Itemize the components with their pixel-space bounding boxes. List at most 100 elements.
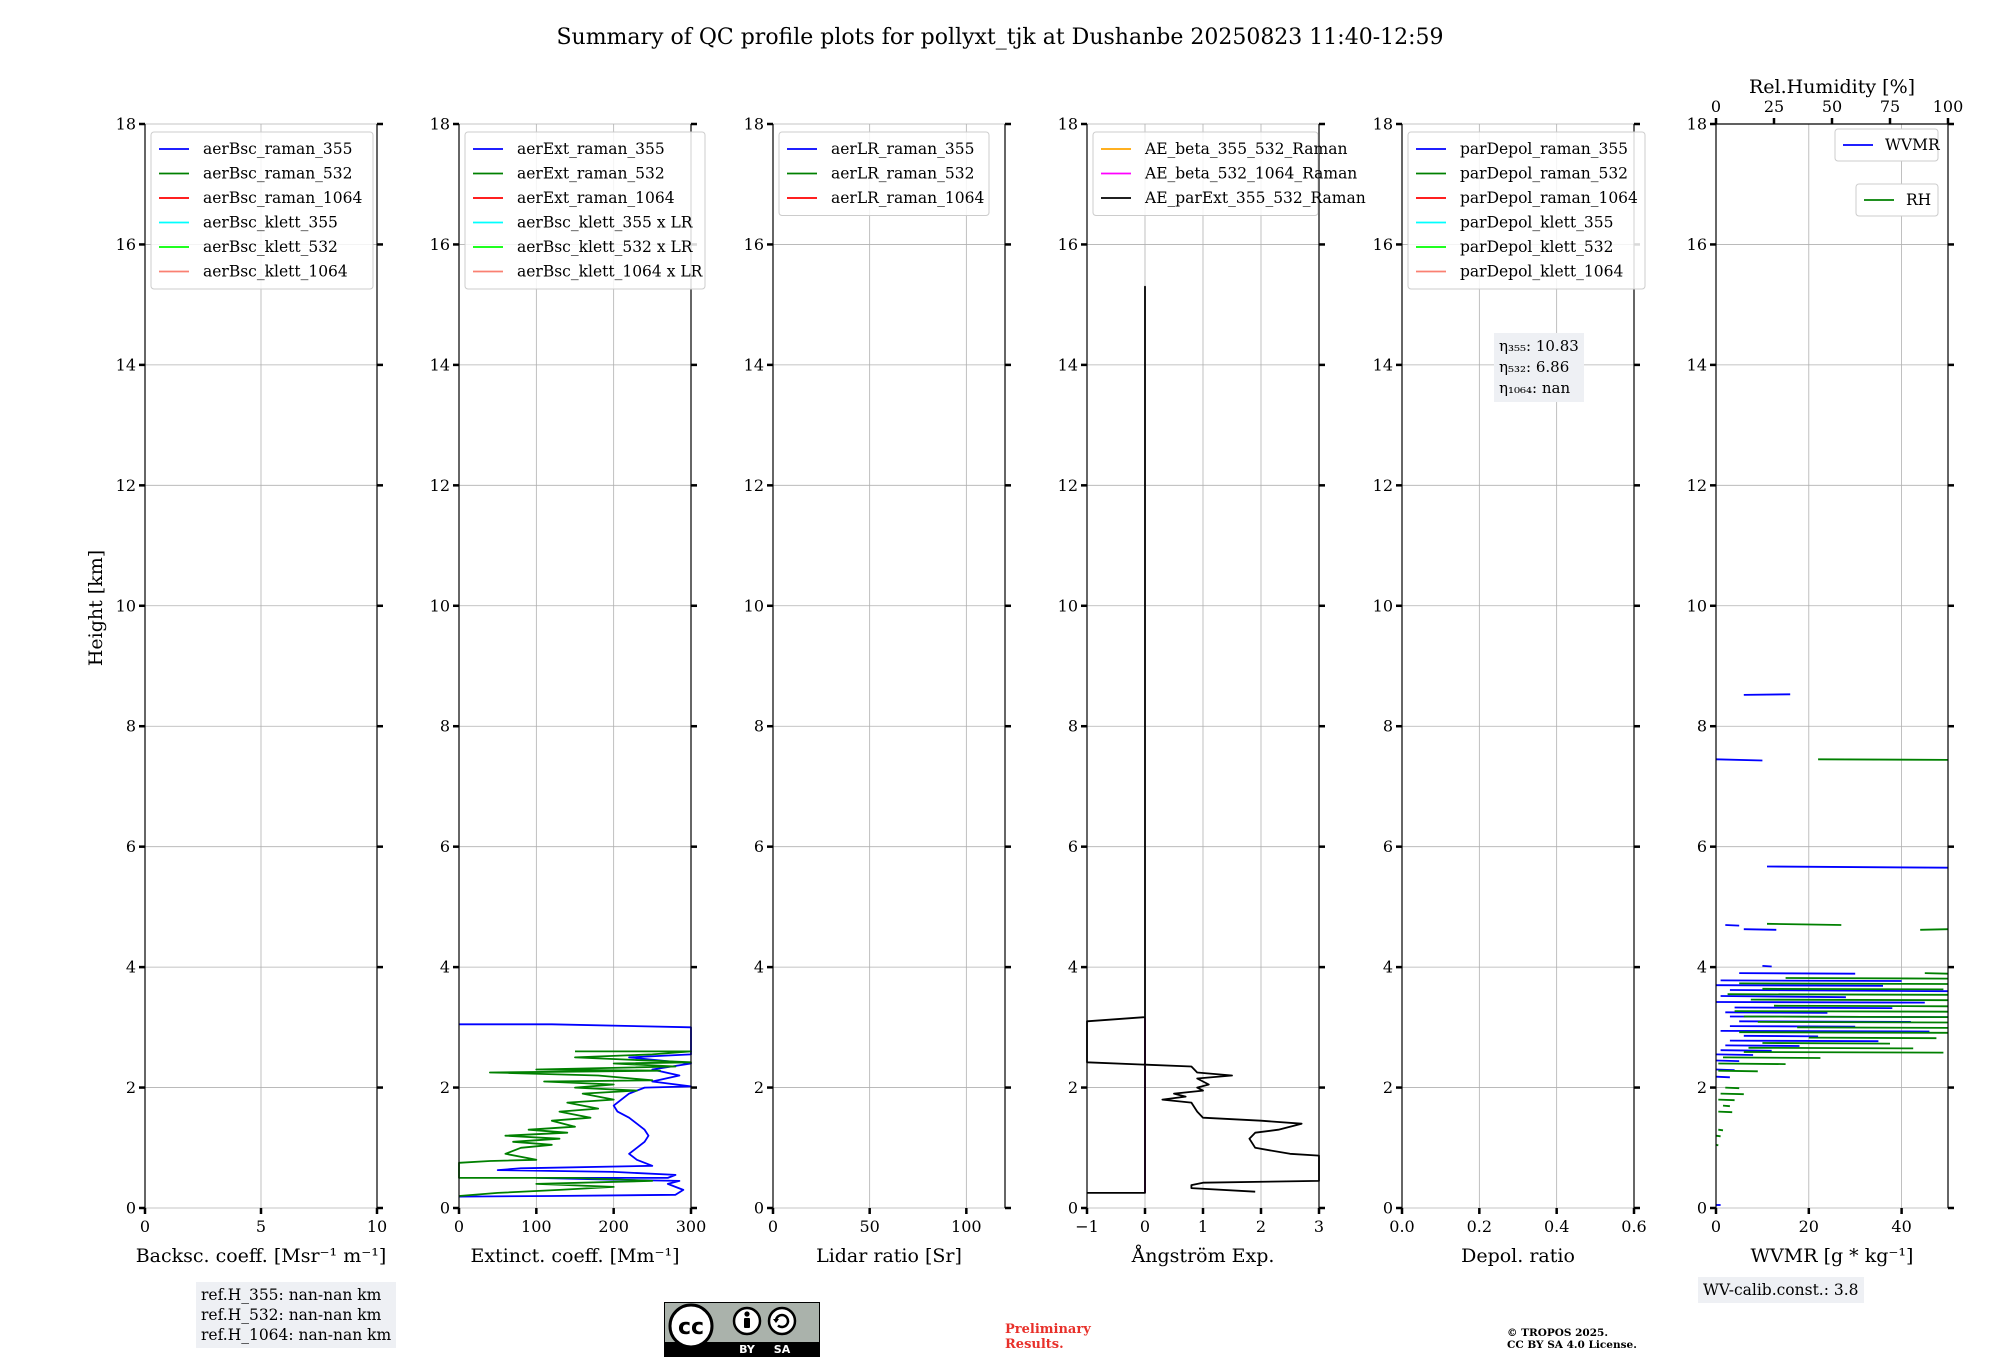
y-tick-label: 0	[754, 1199, 764, 1218]
legend-label: aerBsc_raman_532	[203, 165, 353, 183]
copyright-line-1: © TROPOS 2025.	[1507, 1327, 1609, 1339]
y-tick-label: 6	[1068, 837, 1078, 856]
x-axis-label: Depol. ratio	[1461, 1245, 1575, 1267]
y-tick-label: 14	[1058, 355, 1078, 374]
subplot-3: 0 2 4 6 8 10 12 14 16 18 0 50 100 Lidar ratio [Sr] aer…	[744, 115, 1011, 1267]
series-segment-RH	[1718, 1098, 1735, 1102]
series-segment-RH	[1718, 1062, 1786, 1065]
y-tick-label: 18	[430, 115, 450, 134]
figure-title: Summary of QC profile plots for pollyxt_…	[556, 25, 1443, 50]
series-segment-RH	[1739, 1031, 1949, 1034]
series-segment-RH	[1797, 1026, 1949, 1029]
y-tick-label: 2	[754, 1078, 764, 1097]
y-tick-label: 8	[440, 717, 450, 736]
x-tick-label: 0	[768, 1217, 778, 1236]
y-tick-label: 8	[1697, 717, 1707, 736]
cc-by-sa-license-badge: cc BY SA	[664, 1302, 820, 1357]
height-axis-label: Height [km]	[85, 550, 107, 666]
series-segment-RH	[1743, 1015, 1949, 1018]
x-axis-label: Extinct. coeff. [Mm⁻¹]	[470, 1245, 679, 1267]
x-tick-label: 10	[367, 1217, 387, 1236]
x-tick-label: −1	[1075, 1217, 1099, 1236]
x-axis-label: WVMR [g * kg⁻¹]	[1751, 1245, 1914, 1267]
x-tick-label: 0.0	[1389, 1217, 1414, 1236]
legend-box	[150, 131, 374, 290]
x-tick-label: 0	[140, 1217, 150, 1236]
series-segment-RH	[1722, 1104, 1730, 1108]
preliminary-line-1: Preliminary	[1005, 1322, 1091, 1337]
x-tick-label: 0.2	[1467, 1217, 1492, 1236]
sa-label: SA	[774, 1343, 791, 1356]
x-tick-label: 2	[1256, 1217, 1266, 1236]
series-segment-WVMR	[1725, 924, 1740, 927]
legend-box	[1092, 131, 1319, 216]
eta-532: η₅₃₂: 6.86	[1499, 358, 1570, 376]
legend-label: aerBsc_klett_355 x LR	[517, 214, 694, 232]
y-tick-label: 2	[1697, 1078, 1707, 1097]
x-tick-label: 0.4	[1544, 1217, 1569, 1236]
legend-label: parDepol_raman_355	[1460, 140, 1628, 158]
legend-label: WVMR	[1885, 136, 1941, 154]
legend-label: parDepol_raman_532	[1460, 165, 1628, 183]
y-tick-label: 16	[744, 235, 764, 254]
y-tick-label: 12	[116, 476, 136, 495]
y-tick-label: 10	[430, 596, 450, 615]
y-tick-label: 0	[1068, 1199, 1078, 1218]
x-tick-label: 0	[1140, 1217, 1150, 1236]
series-segment-WVMR	[1739, 972, 1856, 975]
series-segment-RH	[1720, 1092, 1744, 1096]
x-tick-label: 0.6	[1621, 1217, 1646, 1236]
series-segment-RH	[1718, 1110, 1733, 1114]
series-segment-WVMR	[1725, 1044, 1800, 1047]
y-tick-label: 6	[1383, 837, 1393, 856]
y-tick-label: 16	[430, 235, 450, 254]
legend-label: aerBsc_raman_355	[203, 140, 353, 158]
series-segment-RH	[1722, 1056, 1821, 1059]
y-tick-label: 14	[744, 355, 764, 374]
legend-label: aerExt_raman_1064	[517, 189, 675, 207]
x-tick-label: 1	[1198, 1217, 1208, 1236]
y-tick-label: 12	[430, 476, 450, 495]
legend-label: parDepol_klett_355	[1460, 214, 1613, 232]
y-tick-label: 16	[1058, 235, 1078, 254]
y-tick-label: 12	[744, 476, 764, 495]
subplot-5: 0 2 4 6 8 10 12 14 16 18 0.0 0.2 0.4 0.6 Depol. ratio p…	[1373, 115, 1647, 1268]
y-tick-label: 10	[116, 596, 136, 615]
y-tick-label: 0	[1697, 1199, 1707, 1218]
y-tick-label: 14	[116, 355, 136, 374]
legend-label: aerBsc_raman_1064	[203, 189, 363, 207]
y-tick-label: 18	[1373, 115, 1393, 134]
series-segment-RH	[1748, 1046, 1914, 1050]
series-segment-RH	[1718, 1069, 1758, 1073]
y-tick-label: 10	[744, 596, 764, 615]
legend-box	[464, 131, 706, 290]
x-tick-label: 100	[521, 1217, 552, 1236]
copyright-line-2: CC BY SA 4.0 License.	[1507, 1339, 1637, 1351]
series-segment-WVMR	[1720, 995, 1846, 999]
x-axis-label: Lidar ratio [Sr]	[816, 1245, 962, 1267]
cc-logo-text: cc	[678, 1315, 704, 1340]
y-tick-label: 12	[1373, 476, 1393, 495]
series-segment-WVMR	[1762, 965, 1772, 968]
subplot-2: 0 2 4 6 8 10 12 14 16 18 0 100 200 300 Extinct. coeff.…	[430, 115, 707, 1268]
x-tick-label: 50	[859, 1217, 879, 1236]
series-segment-RH	[1743, 1051, 1944, 1054]
y-tick-label: 10	[1373, 596, 1393, 615]
y-tick-label: 18	[1687, 115, 1707, 134]
y-tick-label: 10	[1687, 596, 1707, 615]
y-tick-label: 2	[440, 1078, 450, 1097]
eta-calibration-box: η₃₅₅: 10.83 η₅₃₂: 6.86 η₁₀₆₄: nan	[1494, 333, 1584, 402]
legend-label: aerLR_raman_532	[831, 165, 974, 183]
series-segment-WVMR	[1720, 1030, 1930, 1033]
series-segment-RH	[1727, 993, 1949, 996]
x-axis-label: Backsc. coeff. [Msr⁻¹ m⁻¹]	[136, 1245, 387, 1267]
y-tick-label: 6	[440, 837, 450, 856]
legend-label: AE_parExt_355_532_Raman	[1144, 189, 1366, 207]
y-tick-label: 14	[430, 355, 450, 374]
y-tick-label: 0	[440, 1199, 450, 1218]
y-tick-label: 8	[1068, 717, 1078, 736]
subplot-1: 0 2 4 6 8 10 12 14 16 18 0 5 10 Backsc. coeff. [Msr⁻¹…	[116, 115, 388, 1268]
series-segment-WVMR	[1729, 1039, 1879, 1043]
reference-heights-box: ref.H_355: nan-nan km ref.H_532: nan-nan…	[196, 1282, 397, 1348]
